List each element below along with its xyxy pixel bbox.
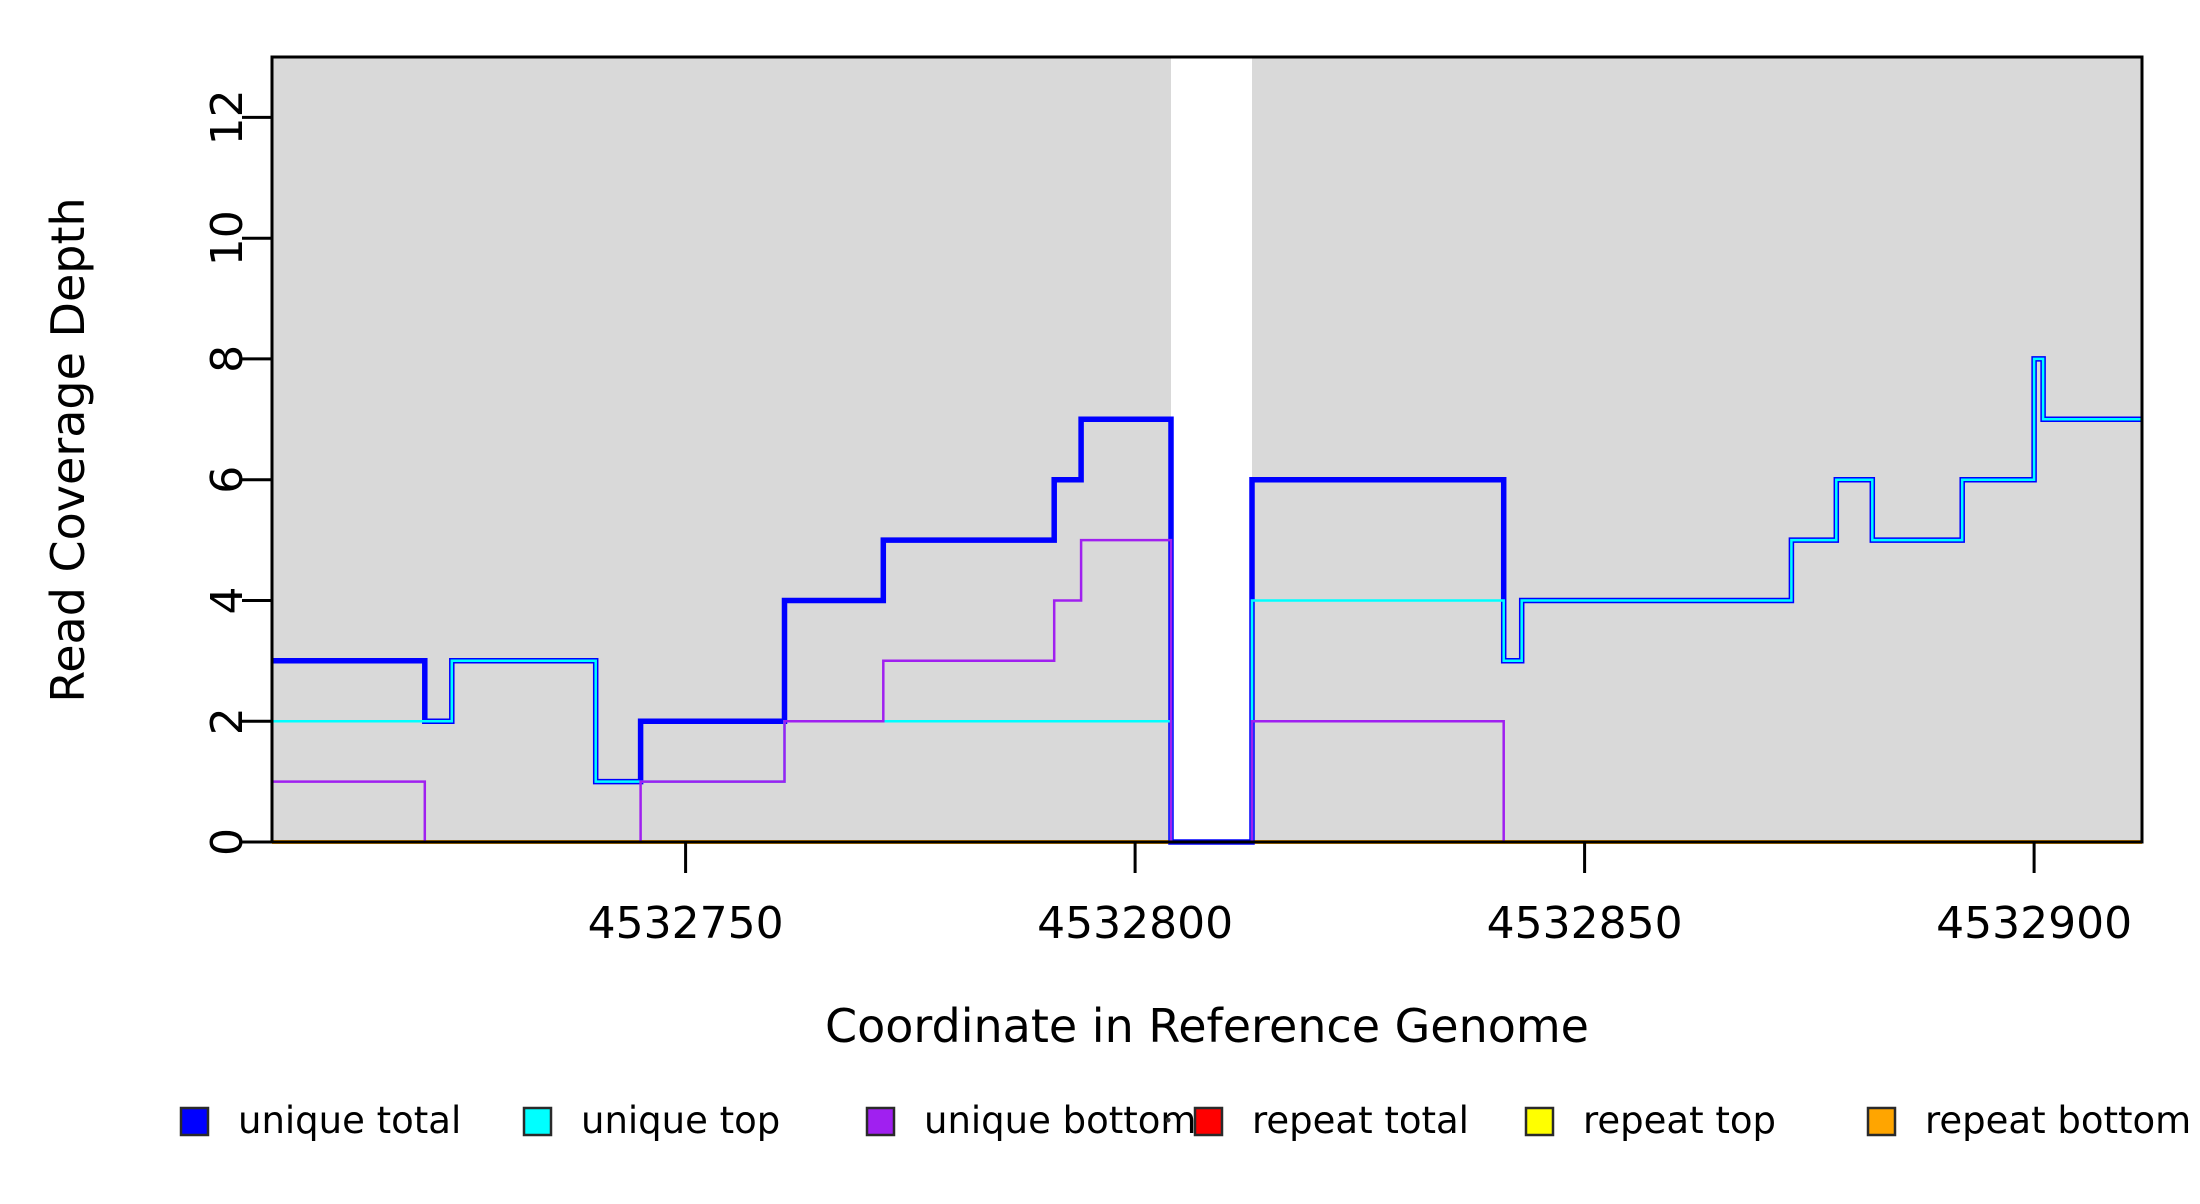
x-tick-label: 4532800 — [1037, 898, 1233, 949]
y-axis: 0 2 4 6 8 10 12 — [202, 89, 272, 856]
x-tick-label: 4532900 — [1936, 898, 2132, 949]
legend-label: unique total — [238, 1099, 461, 1142]
y-tick-label: 6 — [202, 466, 253, 494]
legend-swatch-unique-total — [179, 1106, 210, 1137]
x-axis-title: Coordinate in Reference Genome — [825, 999, 1589, 1053]
legend-swatch-unique-top — [522, 1106, 553, 1137]
legend-swatch-repeat-top — [1524, 1106, 1555, 1137]
y-tick-label: 4 — [202, 587, 253, 615]
stray-dot-artifact — [1165, 1117, 1171, 1123]
y-tick-label: 0 — [202, 828, 253, 856]
legend-label: unique bottom — [924, 1099, 1196, 1142]
series-line-unique-bottom — [272, 538, 2142, 844]
shaded-region — [272, 57, 1171, 842]
shaded-region — [1252, 57, 2142, 842]
x-tick-label: 4532850 — [1487, 898, 1683, 949]
plot-box — [270, 55, 2144, 844]
legend-label: repeat bottom — [1925, 1099, 2191, 1142]
y-tick-label: 10 — [202, 210, 253, 266]
legend: unique total unique top unique bottom repea… — [179, 1099, 2191, 1142]
shaded-regions — [272, 57, 2142, 842]
legend-swatch-repeat-bottom — [1866, 1106, 1897, 1137]
legend-label: unique top — [581, 1099, 780, 1142]
legend-swatch-repeat-total — [1193, 1106, 1224, 1137]
legend-label: repeat top — [1583, 1099, 1776, 1142]
y-axis-title: Read Coverage Depth — [41, 197, 95, 702]
y-tick-label: 2 — [202, 707, 253, 735]
legend-label: repeat total — [1252, 1099, 1469, 1142]
y-tick-label: 8 — [202, 345, 253, 373]
x-axis: 4532750 4532800 4532850 4532900 — [588, 842, 2132, 949]
y-tick-label: 12 — [202, 89, 253, 145]
legend-swatch-unique-bottom — [865, 1106, 896, 1137]
x-tick-label: 4532750 — [588, 898, 784, 949]
